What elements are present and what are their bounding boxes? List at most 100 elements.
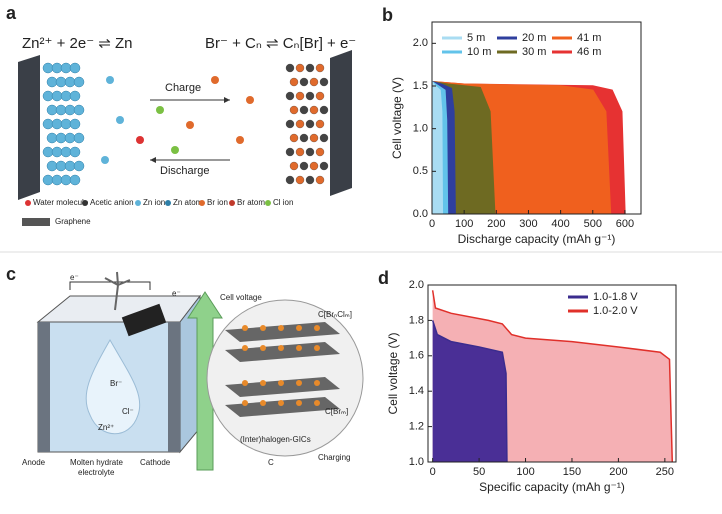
zn-atom <box>51 118 63 130</box>
y-tick-label: 2.0 <box>413 37 428 49</box>
ion-label: Cl⁻ <box>122 407 134 416</box>
x-tick-label: 250 <box>656 466 674 478</box>
legend-icon <box>199 200 205 206</box>
zn-atom <box>69 146 81 158</box>
area <box>432 81 443 214</box>
line <box>431 320 508 463</box>
br-atom <box>299 161 309 171</box>
wire <box>69 281 151 290</box>
zn-atom <box>64 104 76 116</box>
x-axis-label: Specific capacity (mAh g⁻¹) <box>479 480 625 494</box>
halogen <box>314 325 320 331</box>
gic-label: C[BrₙClₘ] <box>318 310 352 319</box>
line <box>431 80 612 215</box>
x-tick-label: 200 <box>609 466 627 478</box>
halogen <box>296 380 302 386</box>
br-atom <box>309 161 319 171</box>
wind-turbine <box>104 271 131 311</box>
ion <box>136 136 144 144</box>
zn-atom <box>73 132 85 144</box>
zn-atom <box>42 62 54 74</box>
zn-atom <box>46 104 58 116</box>
legend-icon <box>22 218 50 226</box>
graphene-sheet <box>225 342 340 362</box>
halogen <box>260 400 266 406</box>
ion <box>101 156 109 164</box>
zn-atom <box>60 90 72 102</box>
atom-clusters <box>42 62 329 186</box>
zn-atom <box>60 146 72 158</box>
panel-label: b <box>382 5 393 25</box>
line <box>431 81 449 215</box>
electrode <box>330 50 352 196</box>
br-atom <box>289 105 299 115</box>
y-axis-label: Cell voltage (V) <box>386 332 400 414</box>
legend-label: Cl ion <box>273 198 293 207</box>
x-tick-label: 0 <box>429 218 435 230</box>
br-atom <box>305 147 315 157</box>
br-atom <box>315 175 325 185</box>
y-tick-label: 1.6 <box>409 350 424 362</box>
ion-label: Zn²⁺ <box>98 423 114 432</box>
halogen <box>296 400 302 406</box>
zn-atom <box>73 76 85 88</box>
zn-atom <box>60 62 72 74</box>
equation: Zn²⁺ + 2e⁻ ⇌ Zn <box>22 35 133 52</box>
legend-label: 30 m <box>522 46 546 58</box>
equation: Br⁻ + Cₙ ⇌ Cₙ[Br] + e⁻ <box>205 35 356 52</box>
zn-atom <box>69 118 81 130</box>
br-atom <box>309 133 319 143</box>
halogen <box>296 345 302 351</box>
graphene-layers <box>225 322 340 417</box>
ion <box>106 76 114 84</box>
area <box>432 320 507 462</box>
x-tick-label: 0 <box>430 466 436 478</box>
halogen <box>242 380 248 386</box>
y-tick-label: 1.0 <box>409 456 424 468</box>
electron-label: e⁻ <box>172 289 181 298</box>
y-tick-label: 0.0 <box>413 208 428 220</box>
solar-panel <box>121 303 167 337</box>
x-tick-label: 500 <box>584 218 602 230</box>
zn-atom <box>46 132 58 144</box>
line <box>431 80 496 215</box>
ion <box>116 116 124 124</box>
legend-label: 1.0-1.8 V <box>593 291 638 303</box>
br-atom <box>305 119 315 129</box>
zn-atom <box>60 174 72 186</box>
panel-a: a Zn²⁺ + 2e⁻ ⇌ Zn Br⁻ + Cₙ ⇌ Cₙ[Br] + e⁻… <box>6 3 356 226</box>
br-atom <box>285 147 295 157</box>
br-atom <box>319 105 329 115</box>
br-atom <box>285 91 295 101</box>
line <box>431 81 456 215</box>
ion <box>246 96 254 104</box>
br-atom <box>319 161 329 171</box>
graphene-sheet <box>225 377 340 397</box>
br-atom <box>285 63 295 73</box>
legend-icon <box>165 200 171 206</box>
br-atom <box>319 133 329 143</box>
legend-label: Zn ion <box>143 198 165 207</box>
voltage-arrow <box>187 291 223 471</box>
legend-label: Zn atom <box>173 198 203 207</box>
x-axis-label: Discharge capacity (mAh g⁻¹) <box>458 232 616 246</box>
br-atom <box>299 105 309 115</box>
x-tick-label: 600 <box>616 218 634 230</box>
ion <box>211 76 219 84</box>
gics-label: (Inter)halogen-GICs <box>240 435 311 444</box>
anode-label: Anode <box>22 458 46 467</box>
charge-label: Charge <box>165 82 201 94</box>
br-atom <box>315 63 325 73</box>
legend: Water molecule Acetic anion Zn ion Zn atom B… <box>22 198 293 226</box>
halogen <box>260 345 266 351</box>
legend-label: 5 m <box>467 32 485 44</box>
x-tick-label: 400 <box>551 218 569 230</box>
x-tick-label: 300 <box>519 218 537 230</box>
ion <box>236 136 244 144</box>
y-tick-label: 1.5 <box>413 80 428 92</box>
zn-atom <box>51 90 63 102</box>
zn-atom <box>64 132 76 144</box>
br-atom <box>295 91 305 101</box>
br-atom <box>319 77 329 87</box>
